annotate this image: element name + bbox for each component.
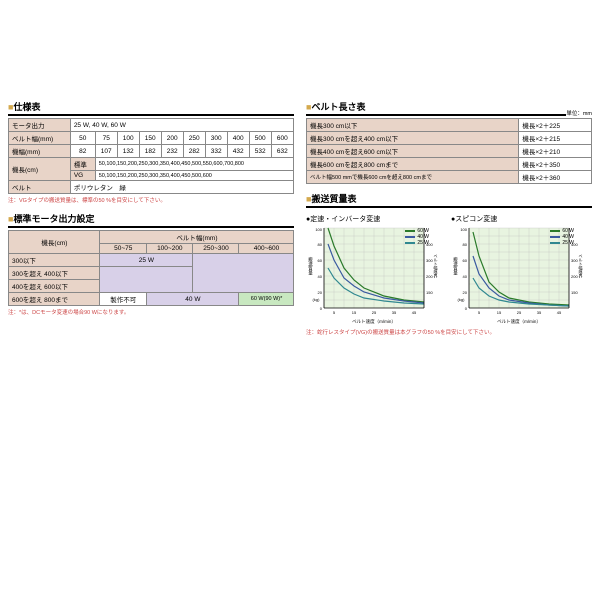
- svg-text:ベルト幅限界: ベルト幅限界: [579, 254, 584, 279]
- svg-text:搬送質量: 搬送質量: [453, 256, 459, 277]
- svg-text:150: 150: [571, 290, 578, 295]
- svg-text:300: 300: [426, 258, 433, 263]
- svg-text:60: 60: [318, 258, 323, 263]
- svg-text:35: 35: [537, 310, 542, 315]
- svg-text:200: 200: [426, 274, 433, 279]
- chart-legend: 60 W 40 W 25 W: [550, 228, 574, 246]
- beltlen-title: ■ベルト長さ表: [306, 100, 566, 116]
- svg-text:80: 80: [318, 242, 323, 247]
- spec-note: 注：VGタイプの搬送質量は、標準の50 %を目安にして下さい。: [8, 196, 294, 204]
- svg-text:0: 0: [320, 306, 323, 311]
- svg-text:100: 100: [460, 227, 467, 232]
- svg-text:0: 0: [465, 306, 468, 311]
- motor-note: 注：*は、DCモータ変速の場合90 Wになります。: [8, 308, 294, 316]
- chart1-title: ●定速・インバータ変速: [306, 214, 447, 224]
- svg-text:(kg): (kg): [458, 297, 466, 302]
- svg-text:(kg): (kg): [313, 297, 321, 302]
- svg-text:ベルト速度（m/min）: ベルト速度（m/min）: [352, 318, 396, 325]
- beltlen-table: 機長300 cm以下機長×2＋225 機長300 cmを超え400 cm以下機長…: [306, 118, 592, 184]
- chart-legend: 60 W 40 W 25 W: [405, 228, 429, 246]
- svg-text:45: 45: [412, 310, 417, 315]
- svg-text:45: 45: [557, 310, 562, 315]
- svg-text:25: 25: [372, 310, 377, 315]
- svg-text:20: 20: [463, 290, 468, 295]
- svg-text:ベルト速度（m/min）: ベルト速度（m/min）: [497, 318, 541, 325]
- mass-note: 注：蛇行レスタイプ(VG)の搬送質量は本グラフの50 %を目安にして下さい。: [306, 328, 592, 336]
- svg-text:5: 5: [478, 310, 481, 315]
- mass-title: ■搬送質量表: [306, 192, 592, 208]
- beltlen-unit: 単位：mm: [566, 109, 592, 117]
- svg-text:150: 150: [426, 290, 433, 295]
- spec-table: モータ出力25 W, 40 W, 60 W ベルト幅(mm)5075100150…: [8, 118, 294, 194]
- svg-text:40: 40: [318, 274, 323, 279]
- svg-text:40: 40: [463, 274, 468, 279]
- svg-text:100: 100: [315, 227, 322, 232]
- svg-text:60: 60: [463, 258, 468, 263]
- motor-title: ■標準モータ出力設定: [8, 212, 294, 228]
- svg-text:80: 80: [463, 242, 468, 247]
- motor-table: 機長(cm)ベルト幅(mm) 50~75100~200250~300400~60…: [8, 230, 294, 306]
- svg-text:15: 15: [352, 310, 357, 315]
- svg-text:200: 200: [571, 274, 578, 279]
- svg-text:ベルト幅限界: ベルト幅限界: [434, 254, 439, 279]
- chart2-title: ●スピコン変速: [451, 214, 592, 224]
- svg-text:搬送質量: 搬送質量: [308, 256, 314, 277]
- spec-row-label: モータ出力: [9, 119, 71, 132]
- chart2: 020406080100 515253545 150200300400 ベルト速…: [451, 226, 592, 326]
- svg-text:25: 25: [517, 310, 522, 315]
- svg-text:20: 20: [318, 290, 323, 295]
- svg-text:300: 300: [571, 258, 578, 263]
- chart1: 020406080100 515253545 150200300400 ベルト速…: [306, 226, 447, 326]
- svg-text:15: 15: [497, 310, 502, 315]
- svg-text:35: 35: [392, 310, 397, 315]
- svg-text:5: 5: [333, 310, 336, 315]
- spec-title: ■仕様表: [8, 100, 294, 116]
